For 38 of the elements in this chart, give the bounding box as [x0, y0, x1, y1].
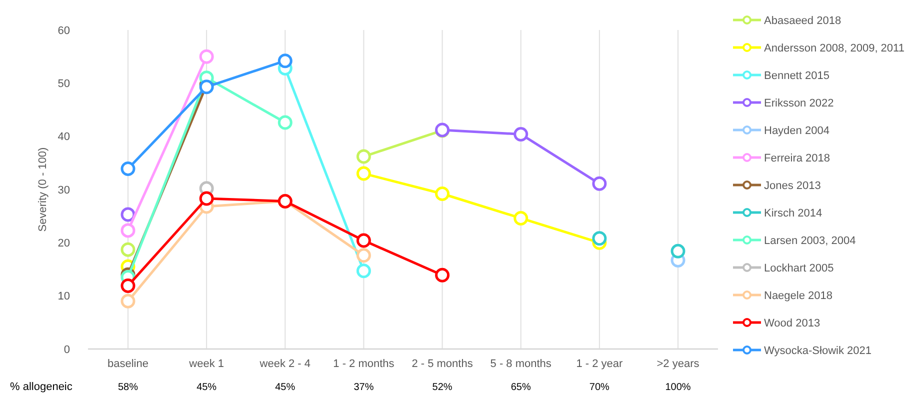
legend-label: Larsen 2003, 2004 [764, 234, 856, 247]
legend-label: Wood 2013 [764, 317, 820, 330]
x-tick-label: baseline [108, 358, 148, 370]
text: 70% [589, 382, 610, 393]
legend-label: Abasaeed 2018 [764, 14, 842, 27]
text: 37% [354, 382, 374, 393]
legend-label: Eriksson 2022 [764, 97, 834, 110]
x-tick-label: 2 - 5 months [412, 358, 474, 370]
x-tick-label: 1 - 2 year [576, 358, 623, 370]
x-tick-label: week 2 - 4 [258, 358, 311, 370]
legend-label: Bennett 2015 [764, 70, 830, 82]
x-tick-label: 5 - 8 months [490, 358, 552, 370]
y-tick-label: 20 [58, 238, 70, 250]
text: 100% [665, 382, 691, 393]
legend-label: Hayden 2004 [764, 124, 830, 137]
text: 58% [118, 382, 138, 393]
text: 45% [275, 382, 296, 393]
legend-label: Andersson 2008, 2009, 2011 [764, 42, 904, 54]
text: % allogeneic [10, 381, 73, 393]
legend-label: Kirsch 2014 [764, 207, 822, 220]
y-axis-title: Severity (0 - 100) [37, 147, 49, 232]
x-tick-label: 1 - 2 months [333, 358, 395, 370]
y-tick-label: 30 [58, 184, 70, 196]
legend-label: Wysocka-Słowik 2021 [764, 344, 872, 357]
legend-label: Ferreira 2018 [764, 152, 830, 164]
legend-label: Lockhart 2005 [764, 262, 834, 274]
legend-label: Jones 2013 [764, 180, 821, 192]
y-tick-label: 40 [58, 131, 70, 144]
text: 52% [432, 382, 452, 393]
x-tick-label: week 1 [188, 358, 224, 370]
legend-label: Naegele 2018 [764, 290, 833, 302]
y-tick-label: 50 [58, 78, 70, 90]
y-tick-label: 0 [64, 344, 70, 356]
text: 65% [510, 382, 531, 393]
y-tick-label: 60 [58, 24, 70, 37]
x-tick-label: >2 years [656, 358, 700, 370]
text: 45% [196, 382, 217, 393]
y-tick-label: 10 [58, 290, 70, 303]
